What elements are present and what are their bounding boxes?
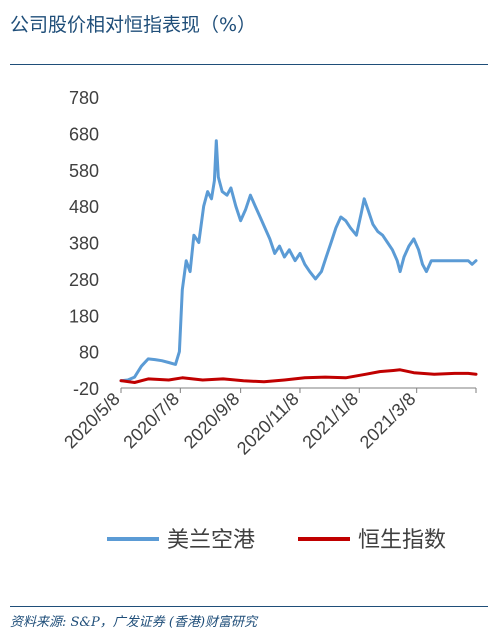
y-tick-label: 80 [79, 343, 99, 363]
x-tick-label: 2020/7/8 [119, 389, 183, 453]
line-chart: -20801802803804805806807802020/5/82020/7… [60, 88, 478, 553]
x-tick-label: 2021/3/8 [356, 389, 420, 453]
title-divider [10, 64, 488, 65]
y-tick-label: 280 [69, 270, 99, 290]
y-tick-label: 580 [69, 161, 99, 181]
series-line-hang-seng-index [119, 368, 478, 384]
x-tick-label: 2020/11/8 [233, 389, 303, 459]
series-line-meilan-airport [119, 139, 478, 383]
legend-label: 美兰空港 [167, 528, 255, 553]
chart-title: 公司股价相对恒指表现（%） [10, 14, 257, 36]
source-note: 资料来源: S&P，广发证券 (香港)财富研究 [10, 615, 258, 630]
y-tick-label: -20 [73, 379, 99, 399]
y-tick-label: 680 [69, 124, 99, 144]
y-tick-label: 780 [69, 88, 99, 108]
legend-label: 恒生指数 [358, 528, 446, 553]
y-tick-label: 380 [69, 234, 99, 254]
source-divider [10, 606, 488, 607]
x-tick-label: 2021/1/8 [298, 389, 362, 453]
y-tick-label: 480 [69, 197, 99, 217]
y-tick-label: 180 [69, 306, 99, 326]
